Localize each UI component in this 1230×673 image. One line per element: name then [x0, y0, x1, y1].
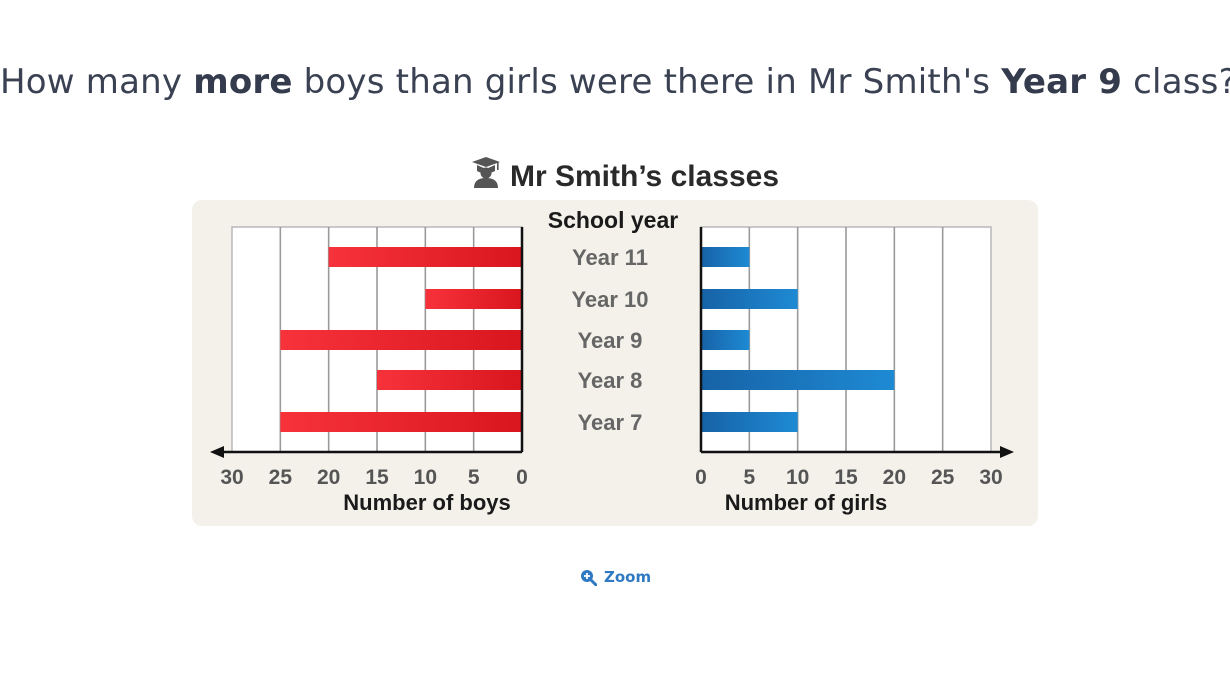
boys-bar — [377, 370, 522, 390]
zoom-label: Zoom — [604, 568, 652, 586]
girls-tick-label: 30 — [979, 466, 1002, 489]
boys-bar — [280, 412, 522, 432]
girls-axis-label: Number of girls — [725, 490, 888, 515]
zoom-button[interactable]: Zoom — [580, 568, 651, 586]
boys-tick-label: 5 — [468, 466, 480, 489]
boys-axis-label: Number of boys — [343, 490, 510, 515]
girls-tick-label: 0 — [695, 466, 707, 489]
category-axis-label: School year — [548, 207, 678, 233]
girls-tick-label: 15 — [834, 466, 858, 489]
boys-tick-label: 25 — [269, 466, 293, 489]
question-text: How many more boys than girls were there… — [0, 62, 1230, 102]
chart-title: Mr Smith’s classes — [510, 160, 779, 193]
category-label: Year 9 — [578, 328, 643, 353]
question-part: class? — [1122, 62, 1230, 102]
girls-bar — [701, 330, 750, 350]
boys-bar — [328, 247, 522, 267]
population-pyramid-chart: Mr Smith’s classes School year 30 25 20 15 1… — [192, 157, 1038, 526]
girls-tick-label: 10 — [786, 466, 809, 489]
graduate-icon — [472, 157, 500, 188]
girls-tick-label: 20 — [883, 466, 906, 489]
girls-bar — [701, 247, 750, 267]
boys-tick-label: 15 — [365, 466, 389, 489]
category-label: Year 8 — [578, 368, 643, 393]
boys-tick-label: 20 — [317, 466, 340, 489]
boys-bar — [280, 330, 522, 350]
boys-tick-label: 30 — [220, 466, 243, 489]
category-label: Year 7 — [578, 410, 643, 435]
boys-bar — [425, 289, 522, 309]
question-emphasis: Year 9 — [1001, 62, 1123, 102]
girls-axis-arrow — [1000, 446, 1014, 458]
category-label: Year 11 — [572, 245, 648, 270]
girls-tick-label: 25 — [931, 466, 955, 489]
girls-bar — [701, 289, 798, 309]
girls-bar — [701, 370, 895, 390]
girls-bar — [701, 412, 798, 432]
girls-tick-label: 5 — [743, 466, 755, 489]
question-emphasis: more — [193, 62, 293, 102]
zoom-in-icon — [581, 569, 597, 586]
boys-axis-arrow — [210, 446, 224, 458]
boys-tick-label: 0 — [516, 466, 528, 489]
question-part: How many — [0, 62, 194, 102]
category-label: Year 10 — [571, 287, 648, 312]
boys-tick-label: 10 — [414, 466, 437, 489]
question-part: boys than girls were there in Mr Smith's — [292, 62, 1002, 102]
